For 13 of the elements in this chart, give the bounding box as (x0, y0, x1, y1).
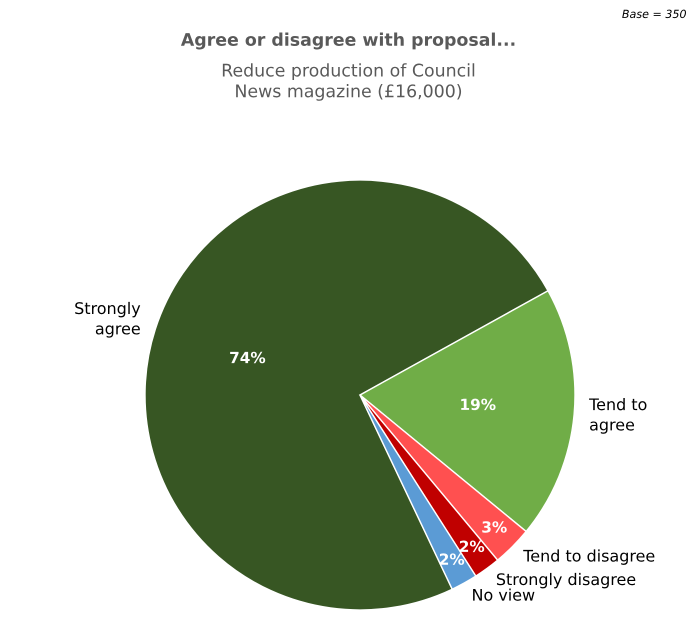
data-label: 2% (460, 540, 484, 552)
data-label: 19% (461, 398, 496, 410)
data-label: 3% (482, 521, 507, 533)
data-label: 2% (440, 553, 464, 565)
slice-label: Strongly agree (75, 302, 140, 338)
slice-label: No view (473, 588, 534, 601)
text: Base = 350 (622, 10, 686, 18)
slice-label: Tend to disagree (523, 549, 654, 565)
chart-subtitle: Reduce production of Council News magazine (£16,000) (222, 63, 474, 101)
chart-title: Agree or disagree with proposal... (180, 32, 514, 50)
data-label: 74% (230, 352, 266, 364)
slice-label: Strongly disagree (496, 572, 636, 588)
slice-label: Tend to agree (589, 398, 646, 434)
